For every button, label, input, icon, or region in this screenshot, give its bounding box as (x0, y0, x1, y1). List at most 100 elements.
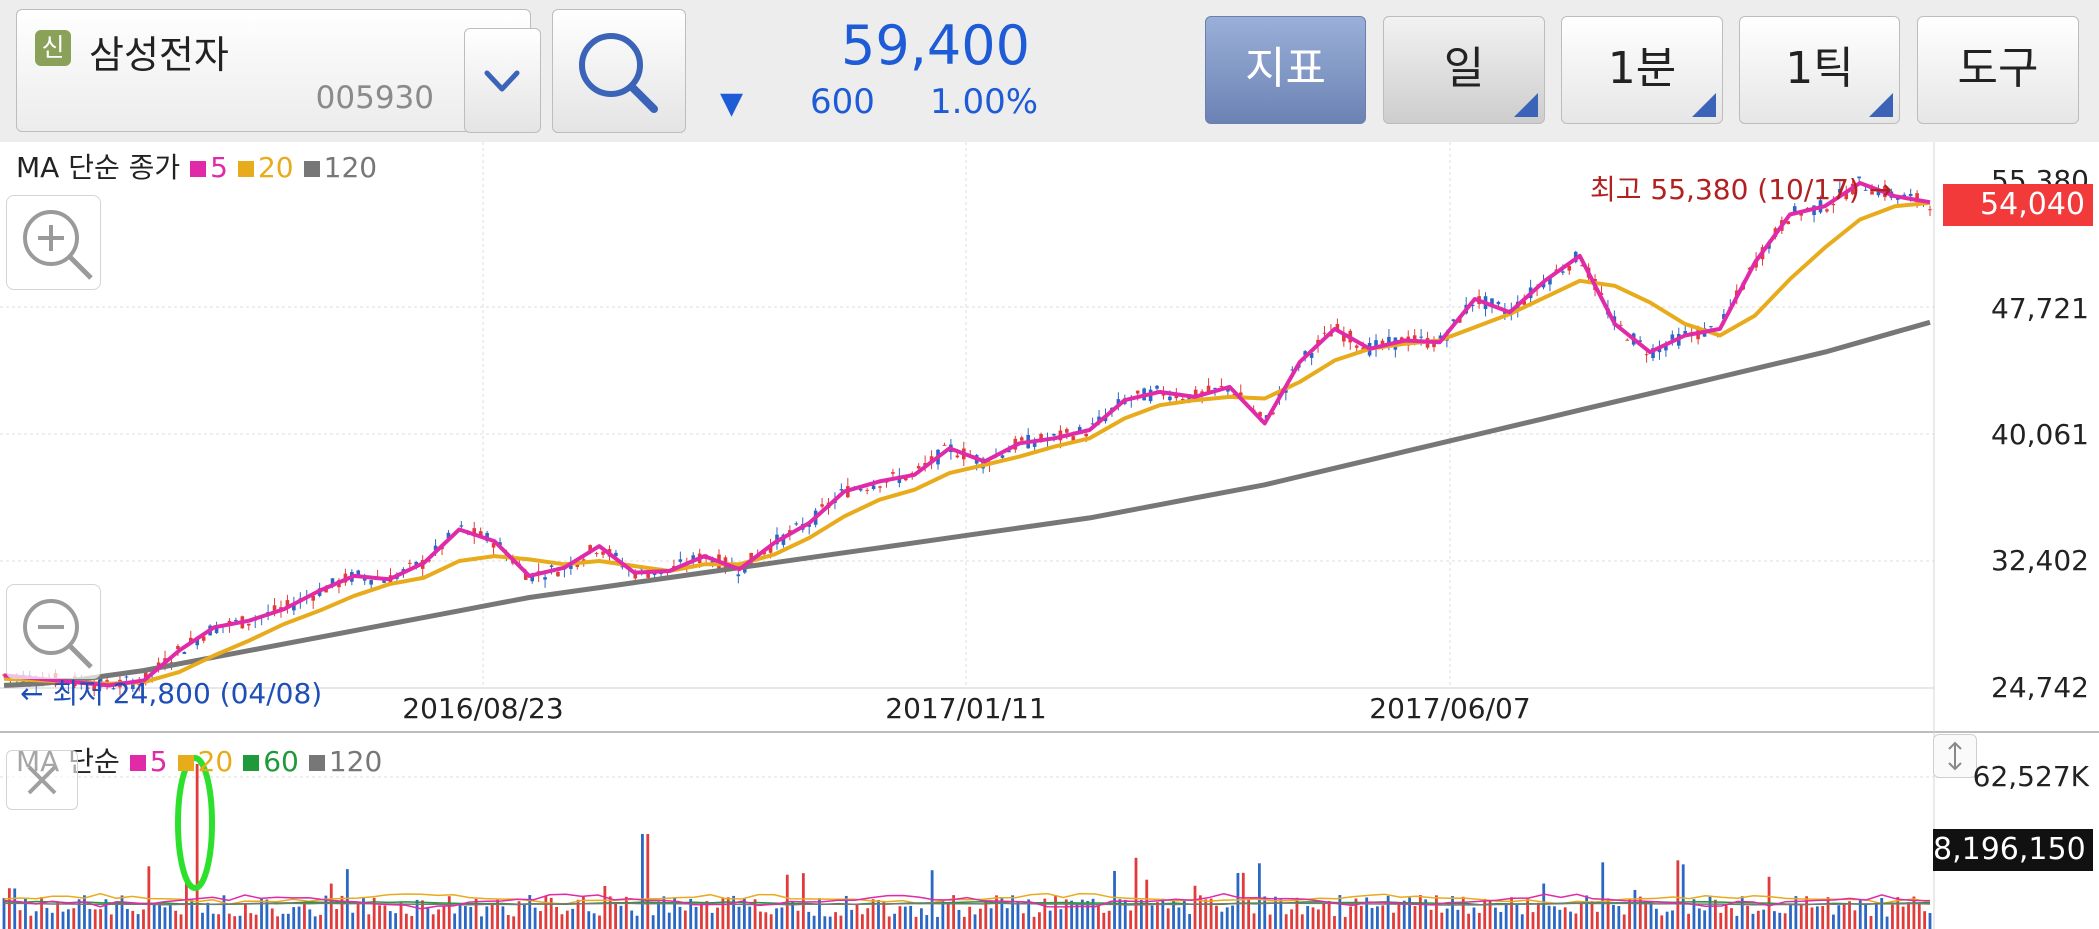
volume-bar (1317, 909, 1320, 929)
volume-bar (1660, 915, 1664, 929)
volume-bar (45, 907, 49, 929)
vol-ma60-label: 60 (263, 745, 299, 778)
volume-bar (40, 897, 43, 929)
volume-bar (1080, 899, 1084, 929)
volume-bar (737, 906, 741, 929)
volume-bar (1692, 899, 1696, 929)
search-button[interactable] (552, 9, 686, 133)
volume-bar (1907, 902, 1910, 929)
volume-bar (1601, 862, 1605, 929)
candle-body (1908, 193, 1913, 197)
volume-bar (1789, 903, 1792, 929)
volume-bar (437, 909, 440, 929)
volume-bar (1209, 898, 1213, 929)
volume-bar (1445, 908, 1449, 929)
volume-bar (1177, 907, 1181, 929)
volume-bar (303, 903, 306, 929)
volume-bar (1783, 913, 1787, 929)
volume-bar (1719, 912, 1723, 929)
candle-body (498, 542, 502, 546)
volume-bar (1027, 899, 1031, 929)
volume-bar (281, 913, 285, 929)
volume-bar (844, 895, 848, 929)
stock-selector[interactable]: 신 삼성전자 005930 (16, 9, 541, 133)
volume-bar (780, 907, 784, 929)
volume-bar (329, 883, 333, 929)
volume-bar (34, 911, 38, 929)
candle-body (1548, 277, 1552, 285)
volume-bar (710, 912, 714, 929)
panel-resize-handle[interactable] (1933, 734, 1977, 778)
volume-bar (1735, 915, 1739, 929)
volume-bar (689, 898, 693, 929)
volume-bar (1381, 905, 1385, 929)
volume-bar (909, 905, 913, 929)
candle-body (1567, 265, 1572, 271)
tools-button[interactable]: 도구 (1917, 16, 2079, 124)
volume-bar (1724, 904, 1728, 929)
volume-bar (496, 899, 499, 929)
zoom-out-button[interactable] (6, 584, 101, 679)
volume-bar (1483, 898, 1487, 929)
volume-bar (1000, 898, 1004, 929)
close-volume-panel-button[interactable] (6, 750, 78, 810)
volume-bar (1166, 908, 1170, 929)
candle-body (878, 486, 882, 488)
x-label: 2017/01/11 (885, 692, 1047, 725)
volume-bar (716, 907, 719, 929)
volume-bar (1778, 912, 1782, 929)
volume-bar (742, 898, 746, 929)
volume-bar (1891, 904, 1894, 929)
candle-body (214, 625, 219, 634)
volume-bar (1333, 915, 1336, 929)
volume-ma-lines (3, 892, 1931, 910)
candle-body (633, 572, 638, 579)
volume-bar (474, 898, 478, 929)
volume-bar (1402, 900, 1406, 929)
volume-bar (1746, 905, 1749, 929)
indicator-button[interactable]: 지표 (1205, 16, 1366, 124)
candle-body (1374, 340, 1378, 350)
period-day-button[interactable]: 일 (1383, 16, 1545, 124)
candle-body (588, 545, 592, 552)
candle-body (1451, 319, 1456, 321)
volume-y-label: 62,527K (1972, 760, 2089, 793)
volume-bar (1569, 911, 1572, 929)
volume-bar (1236, 873, 1240, 929)
volume-bar (1021, 913, 1025, 929)
candle-body (1213, 387, 1217, 389)
volume-bar (2, 898, 6, 929)
volume-bars (2, 764, 1932, 929)
candle-body (1928, 209, 1932, 211)
search-icon (579, 33, 658, 113)
period-tick-label: 1틱 (1785, 43, 1854, 94)
candle-body (1168, 396, 1172, 401)
candle-body (2, 674, 6, 676)
highlight-ellipse (175, 755, 215, 891)
period-minute-button[interactable]: 1분 (1561, 16, 1723, 124)
volume-bar (1279, 899, 1283, 929)
period-tick-button[interactable]: 1틱 (1739, 16, 1900, 124)
stock-dropdown-button[interactable] (464, 28, 541, 133)
candle-body (459, 525, 464, 527)
volume-bar (1172, 899, 1175, 929)
volume-bar (1048, 910, 1052, 929)
candle-body (182, 652, 187, 654)
volume-bar (641, 834, 644, 929)
volume-bar (925, 915, 929, 929)
candle-body (523, 572, 528, 580)
candle-body (594, 553, 599, 555)
candle-body (891, 472, 895, 474)
volume-bar (667, 912, 671, 929)
volume-bar (984, 902, 988, 929)
candle-body (1342, 332, 1346, 342)
candle-body (865, 489, 869, 491)
volume-bar (1531, 912, 1535, 929)
volume-bar (485, 906, 489, 929)
zoom-in-button[interactable] (6, 195, 101, 290)
corner-arrow-icon (1692, 93, 1716, 117)
volume-bar (1284, 914, 1288, 929)
candle-body (330, 578, 335, 585)
candle-body (176, 646, 180, 650)
